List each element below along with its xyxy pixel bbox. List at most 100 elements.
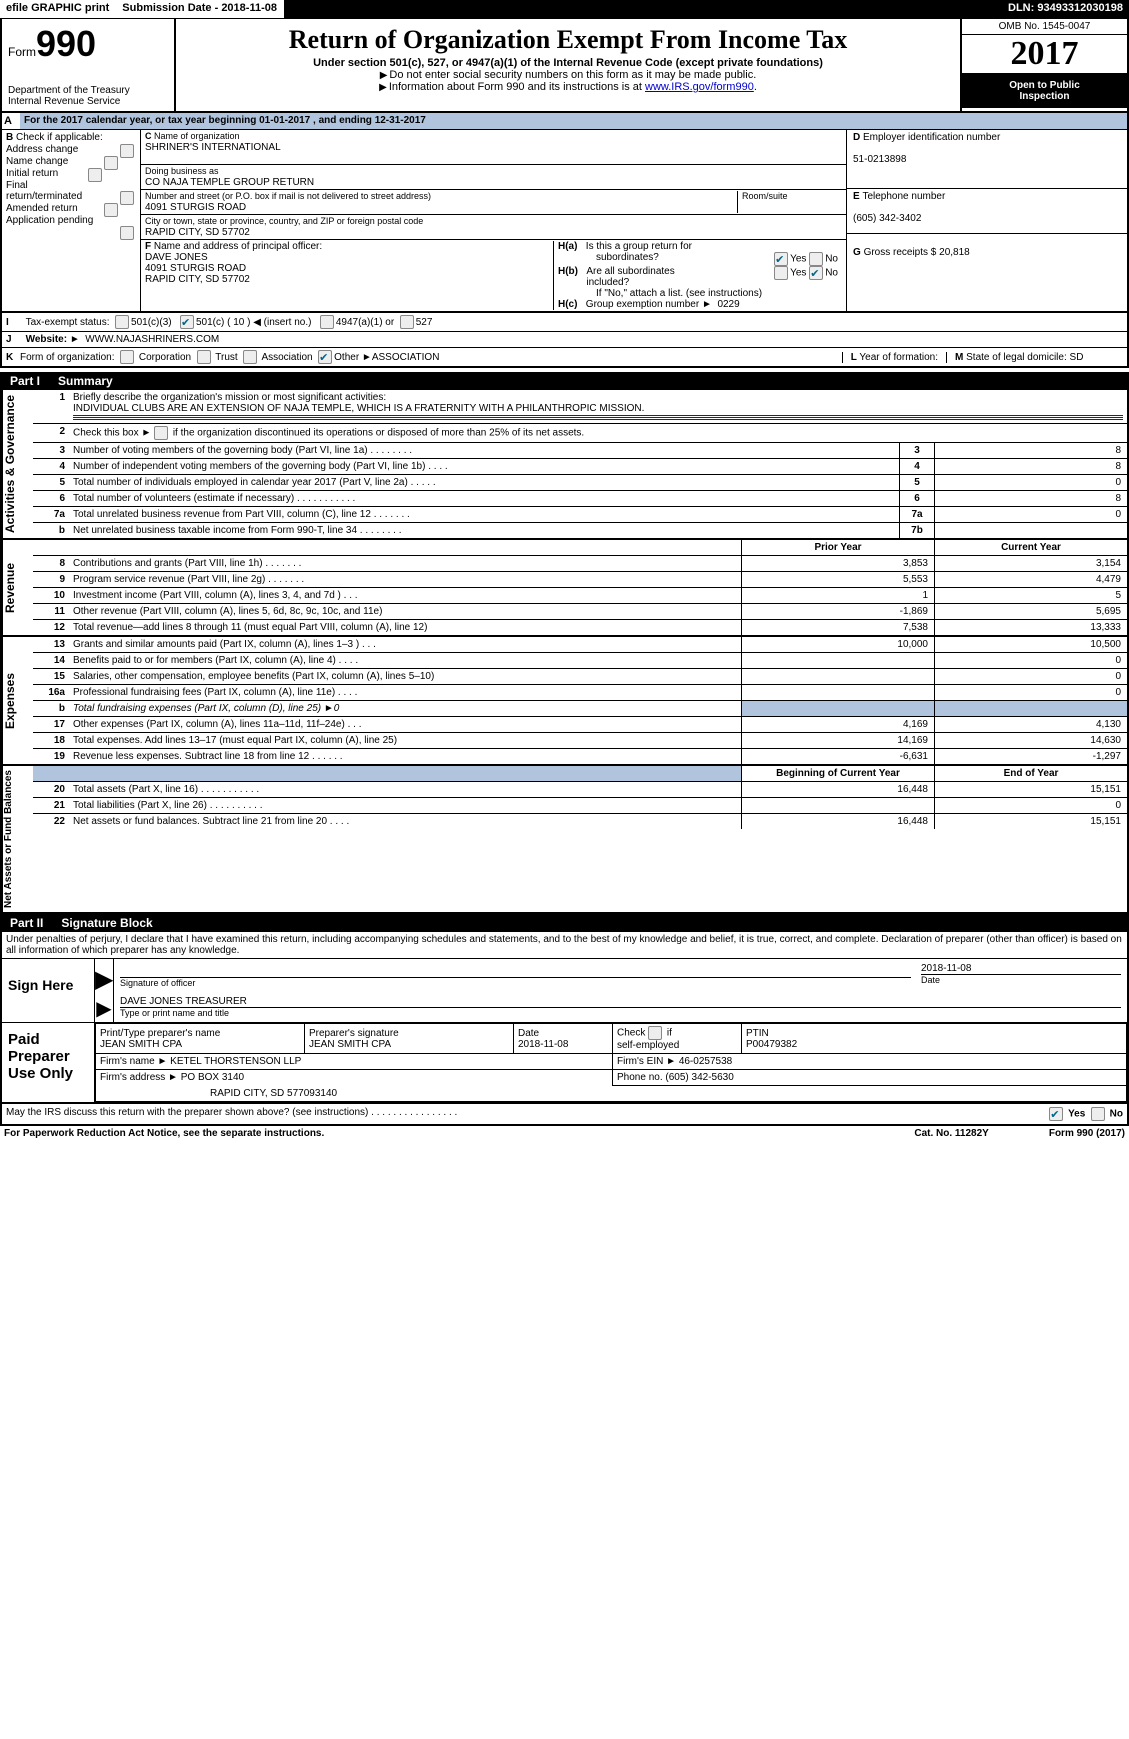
- sig-name-label: Type or print name and title: [120, 1007, 1121, 1018]
- beg-year-header: Beginning of Current Year: [741, 766, 934, 781]
- end-year-header: End of Year: [934, 766, 1127, 781]
- top-bar: efile GRAPHIC print Submission Date - 20…: [0, 0, 1129, 19]
- governance-block: Activities & Governance 1Briefly describ…: [0, 390, 1129, 540]
- prep-date-label: Date: [518, 1028, 539, 1039]
- k-other-label: Other ►: [334, 352, 372, 363]
- i-527-checkbox[interactable]: [400, 315, 414, 329]
- b-checkbox-3[interactable]: [120, 191, 134, 205]
- prep-name-label: Print/Type preparer's name: [100, 1028, 220, 1039]
- l2-checkbox[interactable]: [154, 426, 168, 440]
- k-checkbox-2[interactable]: [243, 350, 257, 364]
- ptin-value: P00479382: [746, 1039, 797, 1050]
- tax-year: 2017: [962, 35, 1127, 74]
- m-value: SD: [1070, 352, 1084, 363]
- hb-text: Are all subordinates included?: [586, 266, 706, 288]
- k-other-checkbox[interactable]: [318, 350, 332, 364]
- i-501c-checkbox[interactable]: [180, 315, 194, 329]
- efile-print[interactable]: efile GRAPHIC print: [0, 0, 116, 18]
- hc-text: Group exemption number ►: [586, 299, 712, 310]
- hb-yes-checkbox[interactable]: [774, 266, 788, 280]
- gov-tab: Activities & Governance: [2, 390, 33, 538]
- hb-no-checkbox[interactable]: [809, 266, 823, 280]
- line-b: bTotal fundraising expenses (Part IX, co…: [33, 701, 1127, 717]
- note-info-pre: Information about Form 990 and its instr…: [389, 81, 645, 93]
- may-no-checkbox[interactable]: [1091, 1107, 1105, 1121]
- line-a-text: For the 2017 calendar year, or tax year …: [20, 113, 1127, 129]
- ha-text: Is this a group return for: [586, 241, 692, 252]
- k-checkbox-0[interactable]: [120, 350, 134, 364]
- b-option-4: Amended return: [6, 203, 136, 214]
- ha-no-checkbox[interactable]: [809, 252, 823, 266]
- line-21: 21Total liabilities (Part X, line 26) . …: [33, 798, 1127, 814]
- gov-v4: 8: [934, 459, 1127, 474]
- dept-treasury: Department of the Treasury: [8, 85, 168, 96]
- ptin-label: PTIN: [746, 1028, 769, 1039]
- footer-cat: Cat. No. 11282Y: [914, 1128, 988, 1139]
- may-discuss-text: May the IRS discuss this return with the…: [6, 1107, 457, 1121]
- line-18: 18Total expenses. Add lines 13–17 (must …: [33, 733, 1127, 749]
- gov-l7a: Total unrelated business revenue from Pa…: [69, 507, 899, 522]
- city-label: City or town, state or province, country…: [145, 216, 423, 226]
- paid-preparer-label: Paid Preparer Use Only: [2, 1023, 95, 1102]
- gov-l5: Total number of individuals employed in …: [69, 475, 899, 490]
- net-tab: Net Assets or Fund Balances: [2, 766, 33, 912]
- i-501c3-checkbox[interactable]: [115, 315, 129, 329]
- prior-year-header: Prior Year: [741, 540, 934, 555]
- irs-link[interactable]: www.IRS.gov/form990: [645, 81, 754, 93]
- sig-name: DAVE JONES TREASURER: [120, 996, 247, 1007]
- gov-l3: Number of voting members of the governin…: [69, 443, 899, 458]
- b-checkbox-2[interactable]: [88, 168, 102, 182]
- line-14: 14Benefits paid to or for members (Part …: [33, 653, 1127, 669]
- officer-street: 4091 STURGIS ROAD: [145, 263, 246, 274]
- gov-l6: Total number of volunteers (estimate if …: [69, 491, 899, 506]
- i-4947-checkbox[interactable]: [320, 315, 334, 329]
- firm-addr-label: Firm's address ►: [100, 1072, 178, 1083]
- ha-yes-checkbox[interactable]: [774, 252, 788, 266]
- line-9: 9Program service revenue (Part VIII, lin…: [33, 572, 1127, 588]
- row-j: J Website: ► WWW.NAJASHRINERS.COM: [0, 332, 1129, 348]
- k-label: Form of organization:: [20, 352, 115, 363]
- hb-note: If "No," attach a list. (see instruction…: [596, 288, 838, 299]
- firm-addr2: RAPID CITY, SD 577093140: [210, 1088, 337, 1099]
- firm-name: KETEL THORSTENSON LLP: [170, 1056, 301, 1067]
- col-deg: D Employer identification number51-02138…: [846, 130, 1127, 311]
- self-employed-checkbox[interactable]: [648, 1026, 662, 1040]
- b-checkbox-0[interactable]: [120, 144, 134, 158]
- firm-phone-label: Phone no.: [617, 1072, 663, 1083]
- omb-number: OMB No. 1545-0047: [962, 19, 1127, 35]
- open-public: Open to PublicInspection: [962, 74, 1127, 108]
- form-subtitle: Under section 501(c), 527, or 4947(a)(1)…: [182, 57, 954, 69]
- entity-block: B Check if applicable: Address change Na…: [0, 129, 1129, 313]
- sig-date-label: Date: [921, 974, 1121, 985]
- perjury-declaration: Under penalties of perjury, I declare th…: [0, 932, 1129, 958]
- line-17: 17Other expenses (Part IX, column (A), l…: [33, 717, 1127, 733]
- gov-l1-label: Briefly describe the organization's miss…: [73, 392, 386, 403]
- dln: DLN: 93493312030198: [1002, 0, 1129, 18]
- line-10: 10Investment income (Part VIII, column (…: [33, 588, 1127, 604]
- gov-l4: Number of independent voting members of …: [69, 459, 899, 474]
- officer-city: RAPID CITY, SD 57702: [145, 274, 250, 285]
- b-checkbox-5[interactable]: [120, 226, 134, 240]
- gov-v7b: [934, 523, 1127, 538]
- may-yes-checkbox[interactable]: [1049, 1107, 1063, 1121]
- mission-text: INDIVIDUAL CLUBS ARE AN EXTENSION OF NAJ…: [73, 403, 644, 414]
- sign-here-label: Sign Here: [2, 959, 95, 1022]
- line-16a: 16aProfessional fundraising fees (Part I…: [33, 685, 1127, 701]
- form-number: 990: [36, 23, 96, 64]
- sig-officer-label: Signature of officer: [120, 977, 911, 988]
- b-checkbox-1[interactable]: [104, 156, 118, 170]
- dba-value: CO NAJA TEMPLE GROUP RETURN: [145, 177, 314, 188]
- form-header: Form990 Department of the Treasury Inter…: [0, 19, 1129, 113]
- firm-ein: 46-0257538: [679, 1056, 732, 1067]
- part1-tab: Part I: [0, 372, 50, 390]
- b-option-0: Address change: [6, 144, 136, 155]
- netassets-block: Net Assets or Fund Balances Beginning of…: [0, 766, 1129, 914]
- b-checkbox-4[interactable]: [104, 203, 118, 217]
- dba-label: Doing business as: [145, 166, 219, 176]
- line-a: A For the 2017 calendar year, or tax yea…: [0, 113, 1129, 129]
- prep-name: JEAN SMITH CPA: [100, 1039, 182, 1050]
- line-20: 20Total assets (Part X, line 16) . . . .…: [33, 782, 1127, 798]
- k-checkbox-1[interactable]: [197, 350, 211, 364]
- k-other-value: ASSOCIATION: [372, 352, 440, 363]
- header-center: Return of Organization Exempt From Incom…: [176, 19, 960, 111]
